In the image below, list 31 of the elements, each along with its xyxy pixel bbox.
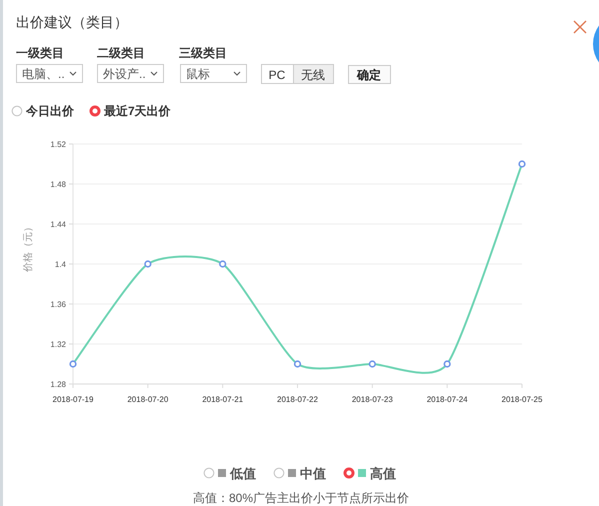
x-tick-label: 2018-07-23 [352,395,394,404]
text: 鼠标 [186,67,210,81]
y-tick-label: 1.4 [54,260,67,269]
text: 高值：80%广告主出价小于节点所示出价 [192,491,410,505]
legend-label: 高值 [370,466,396,481]
y-tick-label: 1.48 [50,180,67,189]
x-tick-label: 2018-07-19 [52,395,94,404]
text: PC [268,68,286,82]
x-tick-label: 2018-07-20 [127,395,169,404]
text: 电脑、.. [22,67,65,81]
y-axis-title: 价格（元） [22,222,34,273]
y-tick-label: 1.28 [50,380,67,389]
chart-title: 出价建议（类目） [16,14,128,30]
text: 外设产.. [103,67,146,81]
text: 确定 [356,68,381,82]
text: 最近7天出价 [103,104,172,118]
x-tick-label: 2018-07-22 [277,395,319,404]
legend-label: 中值 [300,466,326,481]
text: 一级类目 [16,46,64,60]
x-tick-label: 2018-07-25 [502,395,544,404]
y-tick-label: 1.52 [50,140,67,149]
y-tick-label: 1.36 [50,300,67,309]
text: 今日出价 [25,104,75,118]
text: 二级类目 [97,46,145,60]
y-tick-label: 1.44 [50,220,67,229]
x-tick-label: 2018-07-24 [426,395,468,404]
legend-label: 低值 [229,466,256,481]
text: 三级类目 [179,46,227,60]
x-tick-label: 2018-07-21 [202,395,244,404]
y-tick-label: 1.32 [50,340,67,349]
text: 无线 [301,68,325,82]
